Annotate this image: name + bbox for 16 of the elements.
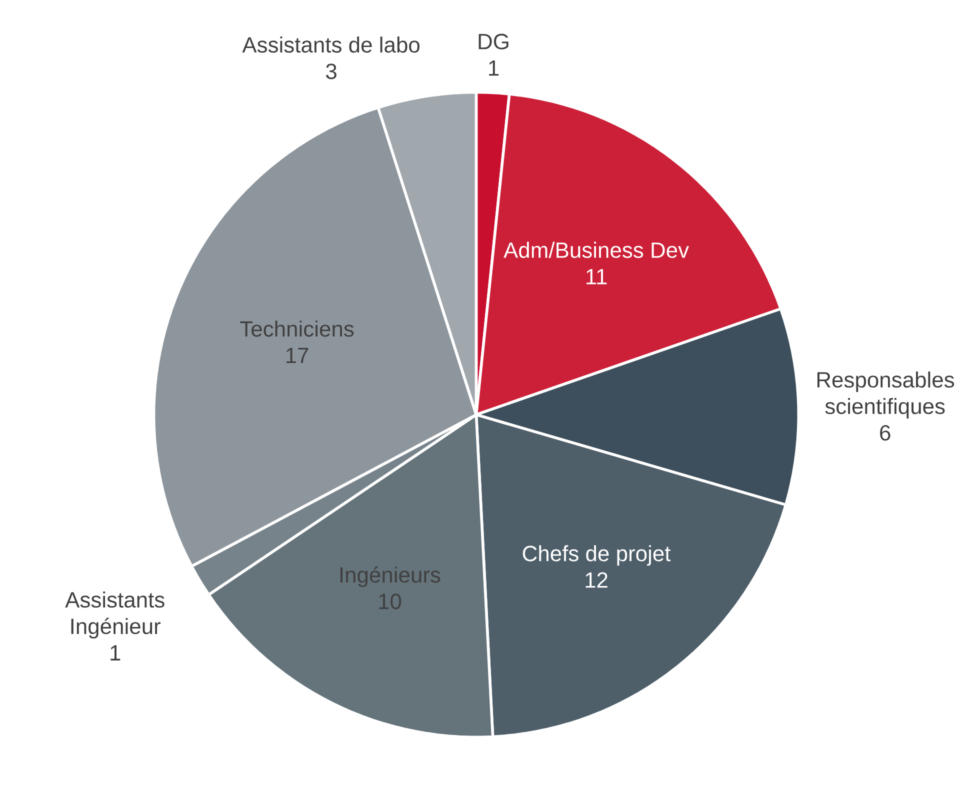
slice-label: Techniciens	[240, 320, 354, 337]
data-label: 1	[110, 646, 120, 661]
slice-label: Assistants de labo	[242, 36, 420, 53]
slice-label: Assistants Ingénieur	[65, 592, 164, 639]
slice-label: DG	[478, 34, 508, 50]
data-label: 1	[489, 60, 499, 76]
data-label: 12	[586, 572, 608, 588]
slice-label: Responsables scientifiques	[817, 372, 954, 419]
slice-label: Ingénieurs	[340, 566, 440, 588]
slice-label: Chefs de projet	[522, 545, 671, 566]
data-label: 11	[586, 269, 607, 284]
data-label: 6	[880, 425, 890, 441]
data-label: 17	[286, 348, 308, 364]
slice-label: Adm/Business Dev	[504, 242, 689, 258]
data-label: 3	[326, 64, 336, 80]
data-label: 10	[379, 594, 402, 610]
